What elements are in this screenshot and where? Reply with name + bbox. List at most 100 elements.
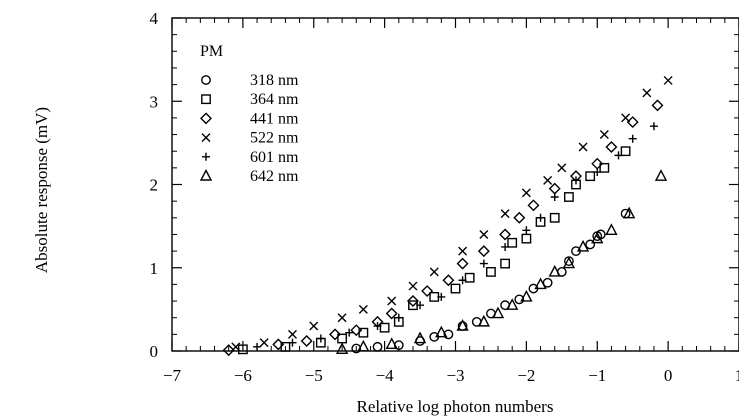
data-point (272, 338, 285, 351)
data-point (621, 113, 631, 123)
data-point (520, 289, 533, 302)
legend-label: 441 nm (250, 110, 299, 127)
legend-marker-circle (201, 75, 211, 85)
data-point (442, 274, 455, 287)
data-point (651, 99, 664, 112)
data-point (548, 182, 561, 195)
legend-label: 364 nm (250, 91, 299, 108)
data-point (385, 337, 398, 350)
data-point (464, 272, 475, 283)
series-441-nm (222, 99, 664, 357)
series-601-nm (253, 122, 658, 351)
data-point (605, 141, 618, 154)
data-point (514, 294, 525, 305)
legend-marker-triangle (199, 168, 213, 181)
x-tick-label: −5 (305, 366, 323, 385)
data-point (429, 267, 439, 277)
x-tick-label: 1 (735, 366, 739, 385)
legend-marker-cross (201, 133, 211, 143)
data-point (522, 226, 531, 235)
data-point (501, 242, 510, 251)
data-point (385, 307, 398, 320)
x-tick-label: −1 (588, 366, 606, 385)
data-point (585, 171, 596, 182)
data-point (506, 298, 519, 310)
data-point (491, 306, 505, 319)
data-point (350, 324, 363, 337)
data-point (337, 313, 347, 323)
data-point (536, 213, 545, 222)
data-point (486, 267, 496, 277)
data-point (507, 237, 518, 248)
series-318-nm (351, 208, 631, 354)
data-point (521, 233, 532, 244)
legend-label: 642 nm (250, 168, 299, 185)
data-point (372, 341, 383, 352)
x-axis: −7 −6 −5 −4 −3 −2 −1 0 1 (163, 18, 739, 385)
data-point (421, 285, 434, 298)
data-point (585, 239, 596, 250)
data-points (222, 75, 673, 357)
data-point (373, 322, 382, 331)
y-axis-title: Absolute response (mV) (32, 107, 51, 273)
legend-marker-diamond (200, 112, 212, 125)
data-point (345, 328, 354, 337)
data-point (663, 75, 673, 85)
data-point (649, 122, 658, 131)
data-point (626, 116, 639, 129)
data-point (335, 342, 349, 355)
legend: PM 318 nm 364 nm 441 nm 522 nm 601 nm 642 nm (199, 43, 299, 185)
data-point (550, 192, 559, 201)
x-tick-label: −4 (376, 366, 395, 385)
data-point (408, 281, 418, 291)
data-point (435, 325, 448, 338)
y-tick-label: 1 (150, 259, 159, 278)
data-point (622, 206, 636, 219)
data-point (557, 163, 567, 173)
legend-label: 601 nm (250, 149, 299, 166)
y-tick-label: 0 (150, 342, 159, 361)
data-point (527, 199, 540, 212)
data-point (309, 321, 319, 331)
data-point (357, 339, 370, 352)
legend-label: 318 nm (250, 72, 299, 89)
data-point (593, 168, 602, 177)
data-point (458, 276, 467, 285)
data-point (387, 296, 397, 306)
series-642-nm (335, 169, 668, 355)
data-point (479, 229, 489, 239)
y-axis: 0 1 2 3 4 (150, 9, 739, 361)
data-point (329, 328, 342, 341)
data-point (548, 264, 561, 277)
data-point (654, 169, 668, 181)
x-tick-label: 0 (664, 366, 673, 385)
legend-marker-plus (202, 152, 210, 161)
data-point (620, 146, 631, 157)
data-point (456, 257, 469, 270)
legend-title: PM (200, 43, 223, 60)
data-point (222, 344, 235, 357)
data-point (628, 134, 637, 143)
data-point (231, 342, 241, 352)
data-point (479, 259, 488, 268)
data-point (288, 338, 297, 347)
x-tick-label: −3 (446, 366, 464, 385)
y-tick-label: 4 (150, 9, 159, 28)
data-point (499, 228, 512, 241)
data-point (521, 188, 531, 198)
x-tick-label: −6 (234, 366, 252, 385)
y-tick-label: 3 (150, 92, 159, 111)
data-point (300, 335, 313, 347)
x-tick-label: −2 (517, 366, 535, 385)
data-point (437, 292, 446, 301)
data-point (477, 245, 490, 258)
data-point (287, 329, 297, 339)
x-tick-label: −7 (163, 366, 182, 385)
data-point (406, 295, 419, 308)
data-point (542, 277, 553, 288)
data-point (605, 223, 618, 235)
data-point (259, 338, 269, 348)
data-point (534, 277, 547, 290)
legend-marker-square (201, 94, 211, 105)
legend-label: 522 nm (250, 130, 299, 147)
